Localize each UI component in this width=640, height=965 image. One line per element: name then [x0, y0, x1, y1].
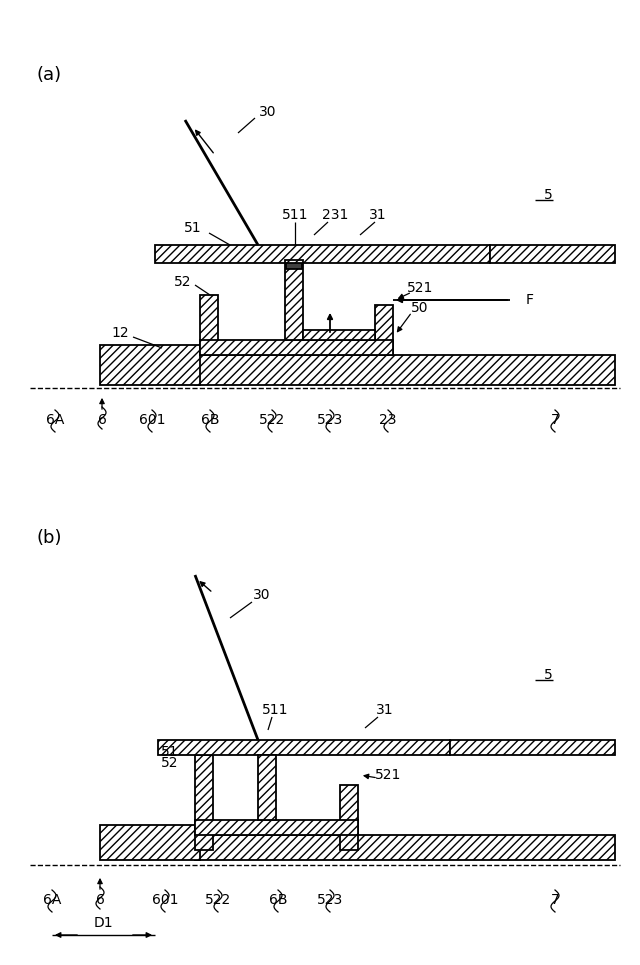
Bar — [375, 305, 393, 355]
Text: (b): (b) — [37, 529, 63, 547]
Bar — [100, 825, 200, 860]
Text: 511: 511 — [262, 703, 288, 717]
Bar — [303, 330, 375, 340]
Bar — [450, 740, 615, 755]
Bar — [285, 260, 303, 340]
Text: 51: 51 — [184, 221, 202, 235]
Bar — [195, 355, 615, 385]
Text: 522: 522 — [259, 413, 285, 427]
Text: 51: 51 — [161, 745, 179, 759]
Text: 5: 5 — [543, 188, 552, 202]
Text: 31: 31 — [376, 703, 394, 717]
Bar — [200, 340, 393, 355]
Bar — [195, 820, 358, 835]
Text: 601: 601 — [152, 893, 179, 907]
Text: 6A: 6A — [46, 413, 64, 427]
Text: 521: 521 — [375, 768, 401, 782]
Text: 601: 601 — [139, 413, 165, 427]
Text: F: F — [526, 293, 534, 307]
Text: 521: 521 — [407, 281, 433, 295]
Text: 231: 231 — [322, 208, 348, 222]
Text: D1: D1 — [93, 916, 113, 930]
Text: (a): (a) — [37, 66, 62, 84]
Bar — [195, 835, 615, 860]
Text: 523: 523 — [317, 893, 343, 907]
Text: 31: 31 — [369, 208, 387, 222]
Text: 52: 52 — [174, 275, 192, 289]
Bar — [155, 245, 490, 263]
Bar — [158, 740, 450, 755]
Bar — [490, 245, 615, 263]
Bar — [286, 263, 302, 269]
Text: 523: 523 — [317, 413, 343, 427]
Bar — [258, 755, 276, 820]
Text: 5: 5 — [543, 668, 552, 682]
Text: 6: 6 — [97, 413, 106, 427]
Text: 30: 30 — [253, 588, 271, 602]
Text: 23: 23 — [380, 413, 397, 427]
Text: 50: 50 — [412, 301, 429, 315]
Bar — [340, 785, 358, 850]
Bar — [195, 755, 213, 850]
Text: 6: 6 — [95, 893, 104, 907]
Text: 52: 52 — [161, 756, 179, 770]
Text: 522: 522 — [205, 893, 231, 907]
Text: 6A: 6A — [43, 893, 61, 907]
Text: 511: 511 — [282, 208, 308, 222]
Text: 7: 7 — [550, 413, 559, 427]
Text: 30: 30 — [259, 105, 276, 119]
Text: 6B: 6B — [269, 893, 287, 907]
Text: 7: 7 — [550, 893, 559, 907]
Text: 12: 12 — [111, 326, 129, 340]
Bar — [100, 345, 200, 385]
Bar — [200, 295, 218, 355]
Text: 6B: 6B — [201, 413, 220, 427]
